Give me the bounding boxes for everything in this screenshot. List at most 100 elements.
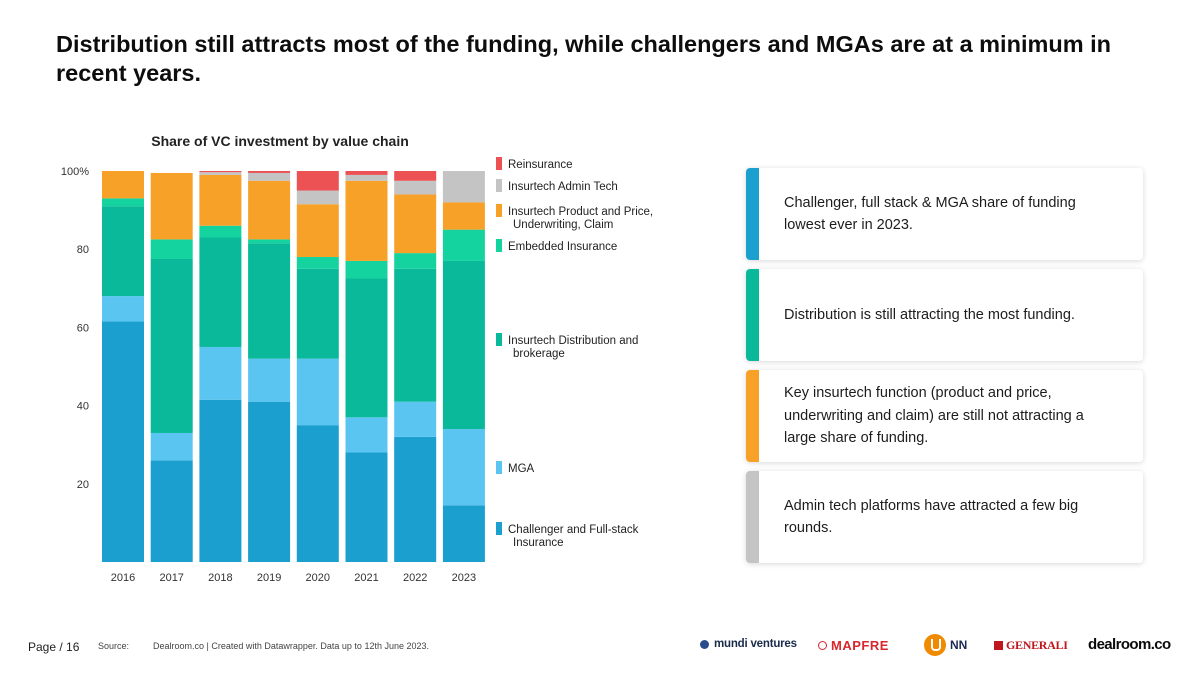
bar-segment <box>248 239 291 244</box>
nn-wordmark: NN <box>950 638 968 652</box>
page-indicator: Page / 16 <box>28 640 79 654</box>
legend-item: Insurtech Admin Tech <box>496 179 618 193</box>
bar-segment <box>199 171 242 173</box>
bar-segment <box>345 417 388 453</box>
bar-segment <box>296 190 339 205</box>
bar-segment <box>248 180 291 240</box>
bar-segment <box>442 202 485 230</box>
generali-lion-icon <box>994 641 1003 650</box>
card-accent-bar <box>746 168 759 260</box>
legend-label: Underwriting, Claim <box>513 219 613 231</box>
bar-segment <box>345 171 388 175</box>
bar-segment <box>102 206 144 297</box>
bar-segment <box>394 194 437 254</box>
bar-segment <box>199 172 242 175</box>
bar-segment <box>199 174 242 226</box>
bar-segment <box>248 358 291 402</box>
chart-title: Share of VC investment by value chain <box>151 133 409 149</box>
bar-segment <box>102 198 144 207</box>
bar-segment <box>150 258 193 433</box>
bar-segment <box>248 401 291 562</box>
card-accent-bar <box>746 471 759 563</box>
bar-segment <box>345 260 388 279</box>
bar-segment <box>442 429 485 506</box>
bar-segment <box>102 321 144 562</box>
mundi-ventures-wordmark: mundi ventures <box>714 638 797 650</box>
bar-segment <box>296 425 339 562</box>
card-accent-bar <box>746 370 759 462</box>
bar-segment <box>248 172 291 181</box>
bar-stack-2016 <box>102 171 144 562</box>
bar-stack-2019 <box>248 171 291 562</box>
slide-title: Distribution still attracts most of the … <box>56 31 1112 86</box>
bar-segment <box>199 225 242 238</box>
legend-label: MGA <box>508 463 535 475</box>
card-accent-bar <box>746 269 759 361</box>
bar-segment <box>442 229 485 261</box>
bar-segment <box>248 243 291 359</box>
bar-segment <box>150 460 193 562</box>
legend-swatch <box>496 461 502 474</box>
bar-segment <box>150 239 193 259</box>
x-tick-label: 2016 <box>111 572 135 584</box>
legend-item: Reinsurance <box>496 157 573 171</box>
bar-segment <box>150 432 193 461</box>
insight-card-challenger: Challenger, full stack & MGA share of fu… <box>746 168 1143 260</box>
x-tick-label: 2018 <box>208 572 232 584</box>
bar-stack-2018 <box>199 171 242 562</box>
page-number: / 16 <box>59 640 80 654</box>
bar-segment <box>442 505 485 562</box>
dealroom-wordmark: dealroom.co <box>1088 636 1171 653</box>
bar-segment <box>394 253 437 269</box>
generali-logo: GENERALI <box>994 638 1068 653</box>
bar-segment <box>345 180 388 261</box>
legend-swatch <box>496 157 502 170</box>
generali-wordmark: GENERALI <box>1006 638 1068 652</box>
bar-segment <box>345 278 388 418</box>
bar-segment <box>442 260 485 430</box>
legend-label: Insurtech Distribution and <box>508 335 638 347</box>
legend-item: Insurtech Product and Price,Underwriting… <box>496 204 653 231</box>
mundi-ventures-icon <box>700 639 709 649</box>
y-tick-label: 20 <box>77 479 89 491</box>
y-tick-label: 100% <box>61 166 89 178</box>
x-tick-label: 2017 <box>159 572 183 584</box>
bar-segment <box>296 204 339 258</box>
x-tick-label: 2022 <box>403 572 427 584</box>
legend-item: Embedded Insurance <box>496 239 617 253</box>
bar-segment <box>345 452 388 562</box>
legend-label: brokerage <box>513 348 565 360</box>
nn-logo: NN <box>924 634 967 656</box>
bar-segment <box>199 399 242 562</box>
page-prefix: Page <box>28 640 57 654</box>
bar-segment <box>296 268 339 359</box>
legend-label: Insurtech Admin Tech <box>508 181 618 193</box>
legend-swatch <box>496 333 502 346</box>
bar-stack-2023 <box>442 171 485 562</box>
bar-segment <box>394 436 437 562</box>
bar-stack-2020 <box>296 171 339 562</box>
bar-segment <box>394 401 437 437</box>
y-tick-label: 60 <box>77 322 89 334</box>
bar-segment <box>394 171 437 181</box>
legend-item: MGA <box>496 461 535 475</box>
x-tick-label: 2021 <box>354 572 378 584</box>
bar-segment <box>394 268 437 402</box>
bar-segment <box>442 171 485 203</box>
y-tick-label: 40 <box>77 401 89 413</box>
bar-segment <box>296 358 339 426</box>
bar-segment <box>102 296 144 322</box>
legend-label: Insurance <box>513 537 564 549</box>
x-tick-label: 2023 <box>452 572 476 584</box>
card-text: Distribution is still attracting the mos… <box>784 306 1075 323</box>
footer: Page / 16 Source: Dealroom.co | Created … <box>0 632 1200 662</box>
source-text: Dealroom.co | Created with Datawrapper. … <box>153 641 429 651</box>
bar-segment <box>296 171 339 191</box>
bar-segment <box>102 171 144 199</box>
legend-label: Embedded Insurance <box>508 241 617 253</box>
x-tick-label: 2020 <box>306 572 330 584</box>
bar-segment <box>150 172 193 240</box>
bar-segment <box>199 346 242 400</box>
